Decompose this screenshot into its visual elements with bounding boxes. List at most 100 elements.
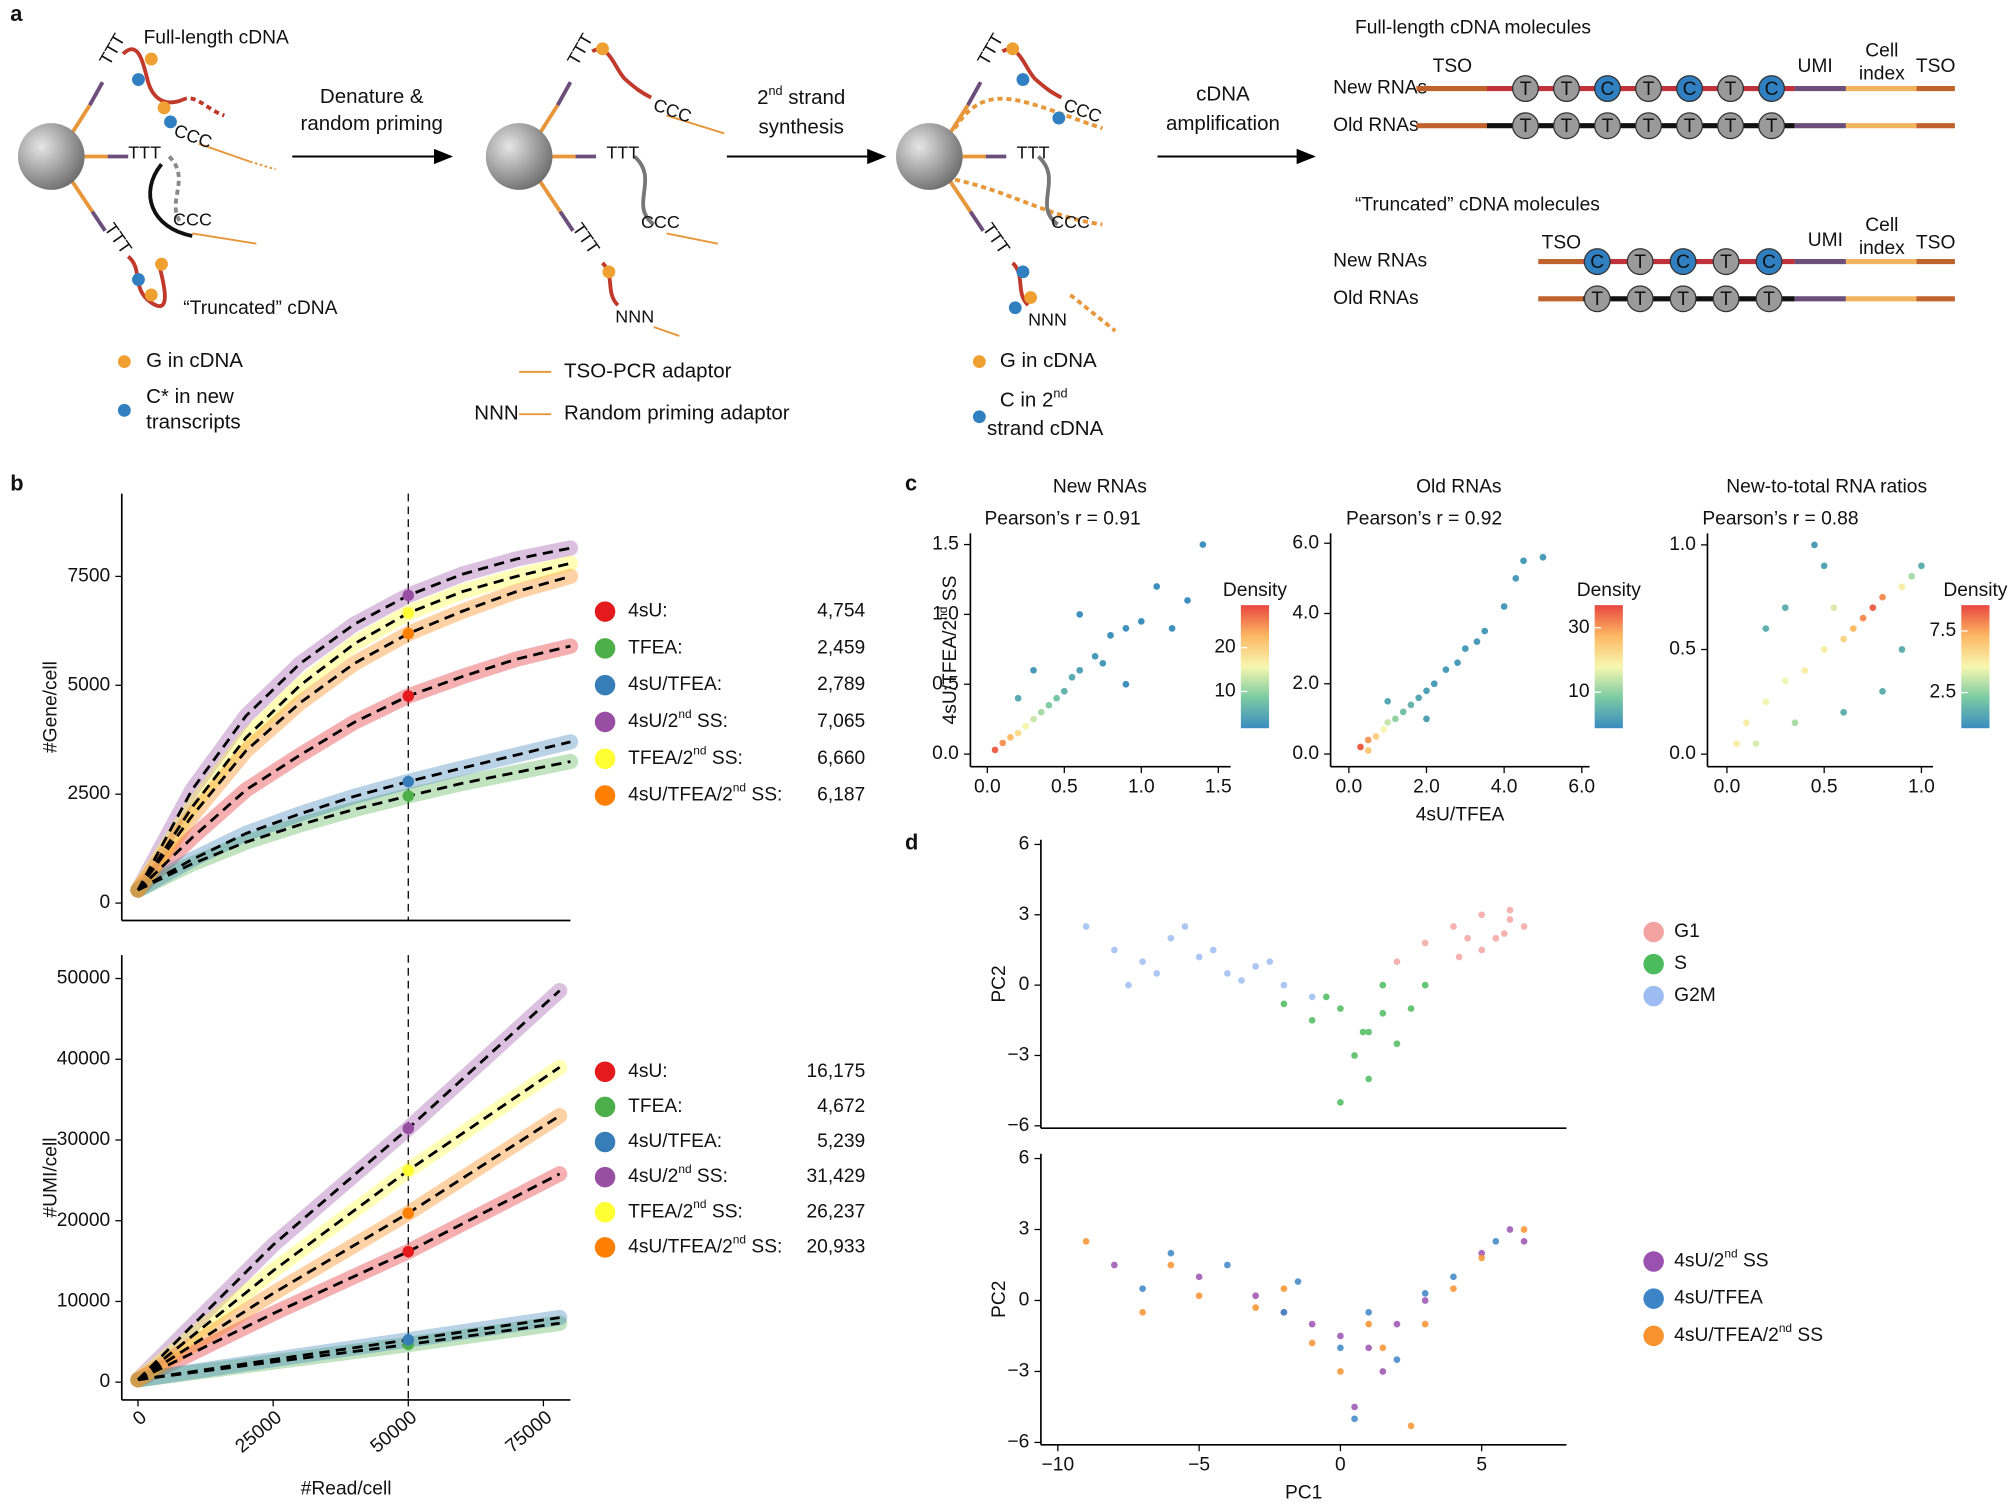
point [1365,1075,1373,1083]
point [1393,1040,1401,1048]
row-label: Old RNAs [1333,115,1418,136]
y-tick-label: 4.0 [1292,603,1319,624]
circle [1016,73,1030,86]
y-tick-label: 3 [1019,904,1030,925]
step: random priming [301,112,443,135]
y-tick-label: 0 [100,892,111,913]
annotation: Pearson’s r = 0.91 [984,508,1140,529]
x-tick-label: 0.0 [974,776,1001,797]
cutoff-point [402,1207,415,1219]
legend-label: 4sU/TFEA/2nd SS: [628,781,782,806]
base [1758,75,1786,103]
colorbar-tick-label: 10 [1214,681,1235,702]
point [1781,677,1789,685]
point [1379,1344,1387,1352]
point [1492,934,1500,942]
path [538,179,562,213]
point [1500,930,1508,937]
base [1594,75,1621,103]
y-axis-label: #UMI/cell [40,1137,61,1217]
base-letter: T [1677,289,1689,310]
legend-value: 4,672 [817,1096,865,1117]
base [1594,112,1621,140]
seq: TTT [95,30,129,69]
circle [117,403,131,417]
point [1450,1285,1457,1292]
point [1139,958,1146,966]
point [1337,1332,1344,1340]
base-letter: C [1676,252,1690,273]
point [1407,1005,1415,1012]
point [1464,934,1471,942]
point [1195,1273,1203,1281]
y-tick-label: −6 [1007,1115,1029,1136]
superscript: nd [768,83,782,98]
point [1060,687,1068,695]
legend-value: 16,175 [806,1061,865,1082]
y-tick-label: 20000 [57,1210,110,1231]
y-axis-label: #Gene/cell [40,661,61,753]
point [1840,635,1847,643]
cutoff-point [402,607,415,619]
legend-marker [1643,985,1664,1007]
y-tick-label: 6 [1019,834,1030,855]
path [1069,293,1117,333]
point [1266,958,1274,966]
legend-text: NNN [474,402,518,425]
point [1380,726,1388,733]
circle [1016,265,1030,279]
base [1712,285,1740,313]
point [1082,1238,1090,1245]
point [1308,993,1316,1001]
cutoff-point [402,1245,415,1258]
legend-text: strand cDNA [987,417,1104,440]
legend-marker [594,674,616,696]
point [1379,1368,1387,1375]
y-tick-label: 0.5 [932,673,959,694]
fit-line [137,1316,560,1382]
point [1384,697,1392,705]
colorbar-title: Density [1577,580,1641,601]
base-letter: T [1643,116,1655,137]
x-tick-label: 4.0 [1491,776,1518,797]
colorbar [1594,605,1623,729]
path [558,210,575,232]
point [1421,1290,1429,1297]
point [1224,1261,1231,1269]
legend-label: S [1674,953,1687,974]
point [1393,958,1401,966]
x-tick-label: 0.0 [1335,776,1362,797]
cutoff-point [402,775,415,788]
point [1393,1320,1401,1328]
legend-text: C* in new [146,385,234,408]
point [1195,953,1203,961]
path [666,114,725,135]
base-letter: T [1520,79,1532,100]
y-tick-label: 6 [1019,1148,1030,1169]
seq: TTT [128,143,161,163]
y-tick-label: −3 [1007,1045,1029,1066]
circle [164,115,177,129]
segment-label: Cell [1865,215,1898,236]
circle [155,257,168,271]
point [1450,923,1457,930]
x-axis-label: #Read/cell [301,1479,392,1500]
base [1717,112,1745,140]
point [1007,734,1014,741]
point [1199,541,1207,548]
legend-label: 4sU/TFEA: [628,674,722,695]
path [948,179,972,213]
chart: −10 −5 0 5 −6 −3 0 3 6 PC2 PC1 4sU/2nd SS 4sU/TFEA 4s… [989,1148,1823,1504]
circle [972,410,986,424]
y-tick-label: 0.0 [1292,743,1319,764]
legend-marker [594,1096,616,1118]
label: Full-length cDNA [144,28,289,49]
superscript: nd [733,1233,746,1247]
point [1091,652,1099,660]
legend-text: transcripts [146,411,241,434]
point [1478,911,1486,919]
segment-label: index [1859,64,1905,85]
base-letter: T [1591,289,1603,310]
fit-line [137,989,561,1381]
